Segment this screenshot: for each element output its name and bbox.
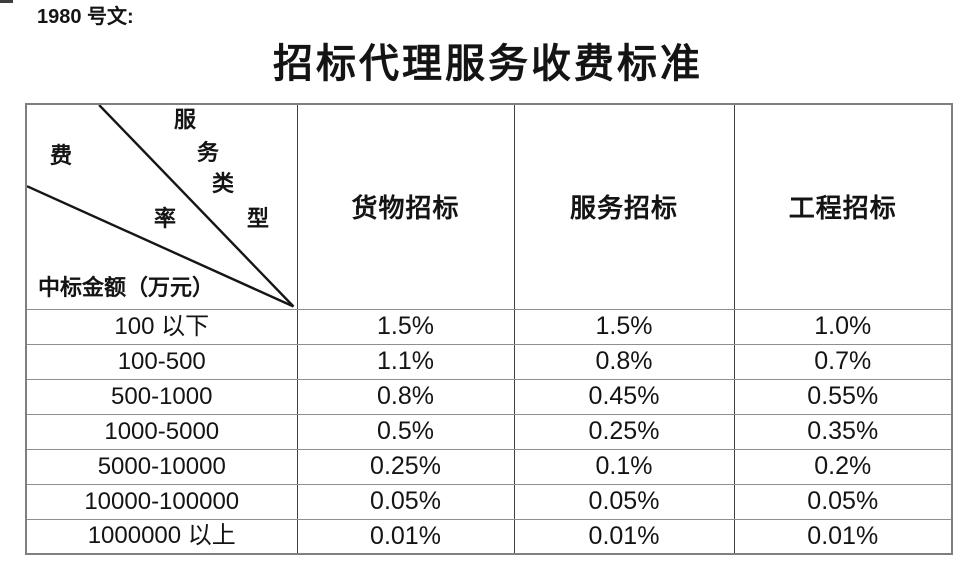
rate-value-cell: 0.05% [513, 483, 735, 520]
amount-range-cell: 500-1000 [25, 378, 298, 415]
amount-range-cell: 5000-10000 [25, 448, 298, 485]
rate-value-cell: 0.25% [296, 448, 515, 485]
amount-range-cell: 1000000 以上 [25, 518, 298, 555]
table-row: 1000-5000 0.5% 0.25% 0.35% [25, 413, 953, 450]
rate-value-cell: 0.2% [733, 448, 953, 485]
rate-value-cell: 0.35% [733, 413, 953, 450]
table-row: 5000-10000 0.25% 0.1% 0.2% [25, 448, 953, 485]
col-header-works: 工程招标 [733, 103, 953, 310]
table-row: 500-1000 0.8% 0.45% 0.55% [25, 378, 953, 415]
window-edge-artifact [0, 0, 13, 3]
rate-value-cell: 1.5% [296, 308, 515, 345]
rate-value-cell: 1.5% [513, 308, 735, 345]
amount-range-cell: 100-500 [25, 343, 298, 380]
rate-value-cell: 0.5% [296, 413, 515, 450]
corner-cell: 费 服 务 类 率 型 中标金额（万元） [25, 103, 298, 310]
header-row: 费 服 务 类 率 型 中标金额（万元） 货物招标 服务招标 工程招标 [25, 103, 953, 310]
amount-range-cell: 10000-100000 [25, 483, 298, 520]
rate-value-cell: 0.05% [296, 483, 515, 520]
table-row: 10000-100000 0.05% 0.05% 0.05% [25, 483, 953, 520]
corner-type-char-2: 务 [197, 140, 220, 165]
table-row: 1000000 以上 0.01% 0.01% 0.01% [25, 518, 953, 555]
rate-value-cell: 0.1% [513, 448, 735, 485]
rate-value-cell: 0.7% [733, 343, 953, 380]
corner-fee-char: 费 [50, 143, 73, 168]
corner-type-char-3: 类 [212, 171, 235, 196]
page-title: 招标代理服务收费标准 [273, 41, 703, 86]
rate-value-cell: 0.01% [513, 518, 735, 555]
corner-rate-char: 率 [154, 206, 177, 231]
doc-number-label: 1980 号文: [37, 6, 134, 28]
rate-value-cell: 0.01% [733, 518, 953, 555]
amount-range-cell: 100 以下 [25, 308, 298, 345]
table-body: 100 以下 1.5% 1.5% 1.0% 100-500 1.1% 0.8% 0.7% 500… [25, 308, 953, 555]
diagonal-divider-lines [27, 105, 295, 308]
rate-value-cell: 1.0% [733, 308, 953, 345]
rate-value-cell: 1.1% [296, 343, 515, 380]
corner-type-char-1: 服 [174, 107, 197, 132]
table-row: 100-500 1.1% 0.8% 0.7% [25, 343, 953, 380]
rate-value-cell: 0.05% [733, 483, 953, 520]
rate-value-cell: 0.8% [296, 378, 515, 415]
corner-amount-label: 中标金额（万元） [38, 275, 215, 300]
amount-range-cell: 1000-5000 [25, 413, 298, 450]
rate-value-cell: 0.01% [296, 518, 515, 555]
rate-value-cell: 0.25% [513, 413, 735, 450]
table-row: 100 以下 1.5% 1.5% 1.0% [25, 308, 953, 345]
col-header-services: 服务招标 [513, 103, 735, 310]
rate-value-cell: 0.8% [513, 343, 735, 380]
col-header-goods: 货物招标 [296, 103, 515, 310]
rate-value-cell: 0.55% [733, 378, 953, 415]
corner-type-char-4: 型 [247, 206, 270, 231]
rate-value-cell: 0.45% [513, 378, 735, 415]
fee-table: 费 服 务 类 率 型 中标金额（万元） 货物招标 服务招标 工程招标 100 … [25, 103, 953, 555]
